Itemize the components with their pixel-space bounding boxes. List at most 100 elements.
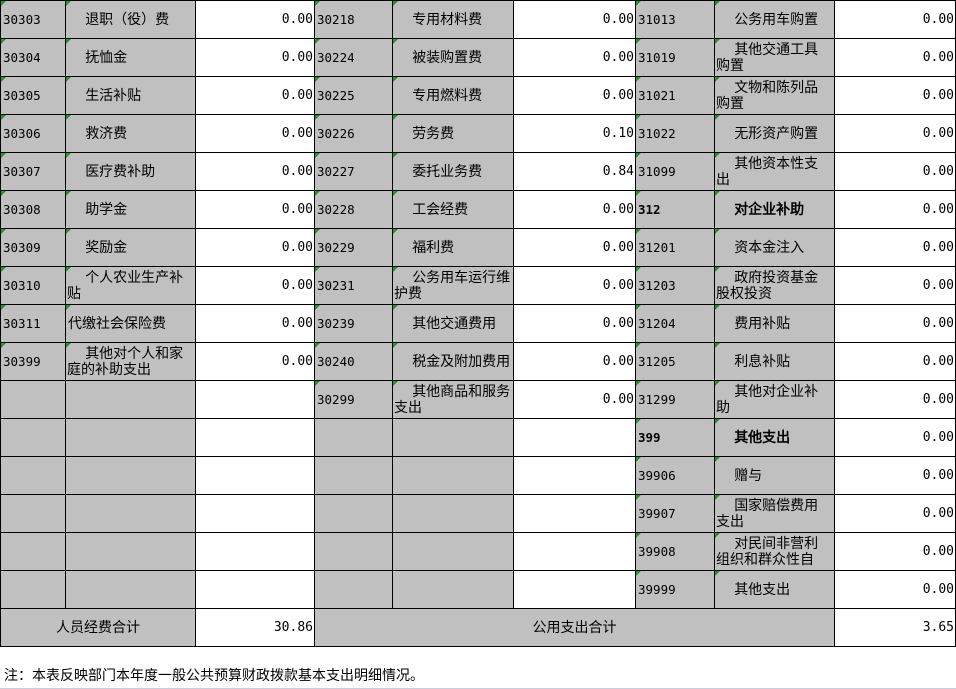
middle-name-cell[interactable]: 劳务费 [392, 114, 514, 153]
right-code-cell[interactable]: 39999 [635, 570, 715, 609]
middle-name-cell[interactable] [392, 494, 514, 533]
right-code-cell[interactable]: 31013 [635, 0, 715, 39]
right-name-cell[interactable]: 文物和陈列品购置 [714, 76, 835, 115]
right-name-cell[interactable]: 对民间非营利组织和群众性自 [714, 532, 835, 571]
middle-code-cell[interactable]: 30240 [314, 342, 393, 381]
right-value-cell[interactable]: 0.00 [834, 152, 956, 191]
right-name-cell[interactable]: 其他支出 [714, 570, 835, 609]
middle-name-cell[interactable]: 其他交通费用 [392, 304, 514, 343]
right-code-cell[interactable]: 31204 [635, 304, 715, 343]
right-value-cell[interactable]: 0.00 [834, 228, 956, 267]
left-value-cell[interactable] [195, 456, 315, 495]
middle-code-cell[interactable]: 30225 [314, 76, 393, 115]
right-name-cell[interactable]: 其他交通工具购置 [714, 38, 835, 77]
left-name-cell[interactable]: 其他对个人和家庭的补助支出 [65, 342, 196, 381]
left-code-cell[interactable] [0, 418, 66, 457]
right-code-cell[interactable]: 312 [635, 190, 715, 229]
left-value-cell[interactable]: 0.00 [195, 114, 315, 153]
middle-code-cell[interactable] [314, 570, 393, 609]
left-code-cell[interactable] [0, 380, 66, 419]
left-name-cell[interactable] [65, 532, 196, 571]
left-code-cell[interactable]: 30303 [0, 0, 66, 39]
left-code-cell[interactable] [0, 456, 66, 495]
right-name-cell[interactable]: 资本金注入 [714, 228, 835, 267]
middle-code-cell[interactable]: 30224 [314, 38, 393, 77]
middle-value-cell[interactable] [513, 570, 636, 609]
right-value-cell[interactable]: 0.00 [834, 266, 956, 305]
middle-code-cell[interactable]: 30231 [314, 266, 393, 305]
right-value-cell[interactable]: 0.00 [834, 418, 956, 457]
middle-name-cell[interactable] [392, 418, 514, 457]
middle-code-cell[interactable]: 30228 [314, 190, 393, 229]
left-code-cell[interactable] [0, 494, 66, 533]
left-name-cell[interactable]: 医疗费补助 [65, 152, 196, 191]
right-name-cell[interactable]: 费用补贴 [714, 304, 835, 343]
right-value-cell[interactable]: 0.00 [834, 532, 956, 571]
personnel-total-value[interactable]: 30.86 [195, 608, 315, 647]
middle-value-cell[interactable]: 0.10 [513, 114, 636, 153]
middle-code-cell[interactable] [314, 494, 393, 533]
left-value-cell[interactable]: 0.00 [195, 38, 315, 77]
right-value-cell[interactable]: 0.00 [834, 114, 956, 153]
right-name-cell[interactable]: 政府投资基金股权投资 [714, 266, 835, 305]
left-name-cell[interactable] [65, 456, 196, 495]
middle-value-cell[interactable]: 0.00 [513, 38, 636, 77]
left-code-cell[interactable]: 30304 [0, 38, 66, 77]
middle-value-cell[interactable]: 0.00 [513, 304, 636, 343]
right-name-cell[interactable]: 无形资产购置 [714, 114, 835, 153]
left-code-cell[interactable]: 30305 [0, 76, 66, 115]
left-code-cell[interactable]: 30309 [0, 228, 66, 267]
right-code-cell[interactable]: 31205 [635, 342, 715, 381]
left-value-cell[interactable] [195, 570, 315, 609]
right-code-cell[interactable]: 31099 [635, 152, 715, 191]
middle-code-cell[interactable]: 30227 [314, 152, 393, 191]
right-name-cell[interactable]: 利息补贴 [714, 342, 835, 381]
right-name-cell[interactable]: 公务用车购置 [714, 0, 835, 39]
left-value-cell[interactable]: 0.00 [195, 190, 315, 229]
right-value-cell[interactable]: 0.00 [834, 456, 956, 495]
left-code-cell[interactable]: 30311 [0, 304, 66, 343]
middle-name-cell[interactable]: 公务用车运行维护费 [392, 266, 514, 305]
left-name-cell[interactable]: 抚恤金 [65, 38, 196, 77]
middle-name-cell[interactable] [392, 532, 514, 571]
left-name-cell[interactable] [65, 418, 196, 457]
middle-name-cell[interactable]: 专用燃料费 [392, 76, 514, 115]
middle-code-cell[interactable] [314, 418, 393, 457]
left-code-cell[interactable] [0, 570, 66, 609]
middle-name-cell[interactable] [392, 456, 514, 495]
left-value-cell[interactable]: 0.00 [195, 76, 315, 115]
right-code-cell[interactable]: 399 [635, 418, 715, 457]
left-value-cell[interactable]: 0.00 [195, 304, 315, 343]
right-name-cell[interactable]: 国家赔偿费用支出 [714, 494, 835, 533]
right-name-cell[interactable]: 其他资本性支出 [714, 152, 835, 191]
middle-value-cell[interactable] [513, 532, 636, 571]
middle-code-cell[interactable]: 30226 [314, 114, 393, 153]
left-name-cell[interactable]: 奖励金 [65, 228, 196, 267]
right-value-cell[interactable]: 0.00 [834, 76, 956, 115]
right-code-cell[interactable]: 39906 [635, 456, 715, 495]
left-name-cell[interactable]: 代缴社会保险费 [65, 304, 196, 343]
left-code-cell[interactable]: 30306 [0, 114, 66, 153]
middle-name-cell[interactable] [392, 570, 514, 609]
middle-value-cell[interactable]: 0.00 [513, 76, 636, 115]
right-value-cell[interactable]: 0.00 [834, 380, 956, 419]
left-code-cell[interactable] [0, 532, 66, 571]
middle-name-cell[interactable]: 福利费 [392, 228, 514, 267]
right-code-cell[interactable]: 31203 [635, 266, 715, 305]
right-value-cell[interactable]: 0.00 [834, 0, 956, 39]
left-name-cell[interactable]: 助学金 [65, 190, 196, 229]
personnel-total-label[interactable]: 人员经费合计 [0, 608, 196, 647]
right-code-cell[interactable]: 39907 [635, 494, 715, 533]
public-total-value[interactable]: 3.65 [834, 608, 956, 647]
right-code-cell[interactable]: 31022 [635, 114, 715, 153]
left-value-cell[interactable]: 0.00 [195, 228, 315, 267]
right-code-cell[interactable]: 31019 [635, 38, 715, 77]
middle-value-cell[interactable]: 0.00 [513, 380, 636, 419]
left-value-cell[interactable] [195, 532, 315, 571]
right-value-cell[interactable]: 0.00 [834, 570, 956, 609]
middle-name-cell[interactable]: 其他商品和服务支出 [392, 380, 514, 419]
left-value-cell[interactable] [195, 494, 315, 533]
middle-code-cell[interactable]: 30218 [314, 0, 393, 39]
right-value-cell[interactable]: 0.00 [834, 38, 956, 77]
right-name-cell[interactable]: 对企业补助 [714, 190, 835, 229]
